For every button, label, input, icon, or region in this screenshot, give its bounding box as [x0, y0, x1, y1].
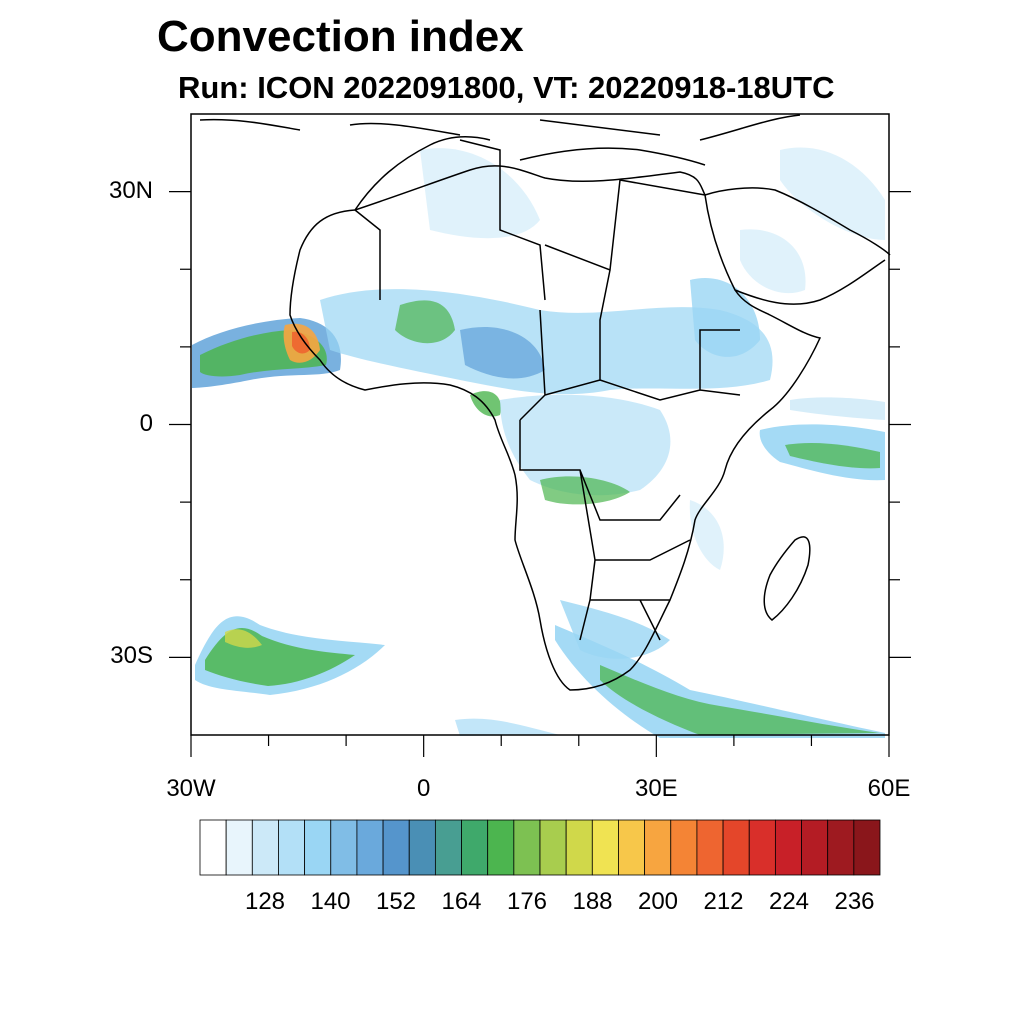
convection-field [192, 147, 885, 738]
colorbar-swatch [278, 819, 306, 876]
lon-label: 30E [634, 775, 678, 802]
lon-label: 0 [416, 775, 431, 802]
colorbar-swatch [539, 819, 567, 876]
arabia-coastline [704, 187, 891, 305]
field-south-africa-core [600, 665, 880, 735]
field-nigeria [460, 326, 545, 379]
lat-label: 30S [110, 642, 153, 670]
lat-label: 0 [139, 409, 153, 437]
mediterranean-coast [354, 135, 706, 211]
field-indian-ocean-core [785, 442, 880, 469]
lon-label: 60E [867, 775, 911, 802]
colorbar-swatch [513, 819, 541, 876]
colorbar-tick-label: 188 [572, 888, 613, 915]
colorbar-tick-label: 212 [703, 888, 744, 915]
colorbar-tick-label: 152 [375, 888, 417, 915]
colorbar-swatch [487, 819, 515, 876]
colorbar-swatch [461, 819, 489, 876]
europe-coast [199, 114, 801, 141]
colorbar-swatch [434, 819, 462, 876]
colorbar-swatch [251, 819, 279, 876]
colorbar-swatch [618, 819, 646, 876]
lon-label: 30W [166, 775, 216, 802]
colorbar-tick-label: 176 [506, 888, 548, 915]
colorbar-swatch [356, 819, 384, 876]
colorbar-swatch [225, 819, 253, 876]
colorbar-swatch [304, 819, 332, 876]
colorbar-swatch [199, 819, 227, 876]
colorbar-swatch [774, 819, 802, 876]
axis-ticks [169, 191, 911, 757]
field-south-africa [555, 625, 885, 738]
africa-coastline [289, 165, 822, 691]
colorbar [199, 819, 881, 876]
field-cameroon [470, 391, 501, 417]
field-congo-south [540, 476, 630, 505]
field-south-atlantic-peak [225, 629, 262, 648]
colorbar-swatch [382, 819, 410, 876]
field-west-africa-max [292, 331, 310, 354]
map-subtitle: Run: ICON 2022091800, VT: 20220918-18UTC [178, 70, 835, 105]
colorbar-swatch [591, 819, 619, 876]
colorbar-swatch [644, 819, 672, 876]
coastlines [199, 114, 891, 691]
field-mozambique-channel [689, 500, 724, 570]
lat-label: 30N [108, 176, 153, 204]
colorbar-tick-label: 128 [244, 888, 286, 915]
colorbar-swatch [853, 819, 881, 876]
colorbar-tick-label: 236 [834, 888, 875, 915]
field-arabia [780, 147, 885, 240]
colorbar-swatch [827, 819, 855, 876]
field-south-atlantic-low [455, 718, 560, 736]
colorbar-tick-label: 200 [637, 888, 679, 915]
colorbar-tick-label: 164 [441, 888, 482, 915]
madagascar-coastline [763, 536, 811, 621]
field-indian-ocean-north [790, 397, 885, 420]
colorbar-swatch [408, 819, 436, 876]
colorbar-swatch [330, 819, 358, 876]
colorbar-swatch [801, 819, 829, 876]
colorbar-tick-label: 224 [768, 888, 810, 915]
colorbar-swatch [565, 819, 593, 876]
field-sahara [420, 148, 540, 239]
field-arabia-south [740, 229, 806, 294]
colorbar-swatch [696, 819, 724, 876]
colorbar-swatch [748, 819, 776, 876]
field-sahel-core [395, 300, 455, 344]
field-south-africa-land [560, 600, 670, 659]
map-title: Convection index [157, 12, 524, 61]
country-borders [354, 139, 741, 641]
colorbar-swatch [722, 819, 750, 876]
colorbar-swatch [670, 819, 698, 876]
colorbar-tick-label: 140 [310, 888, 351, 915]
